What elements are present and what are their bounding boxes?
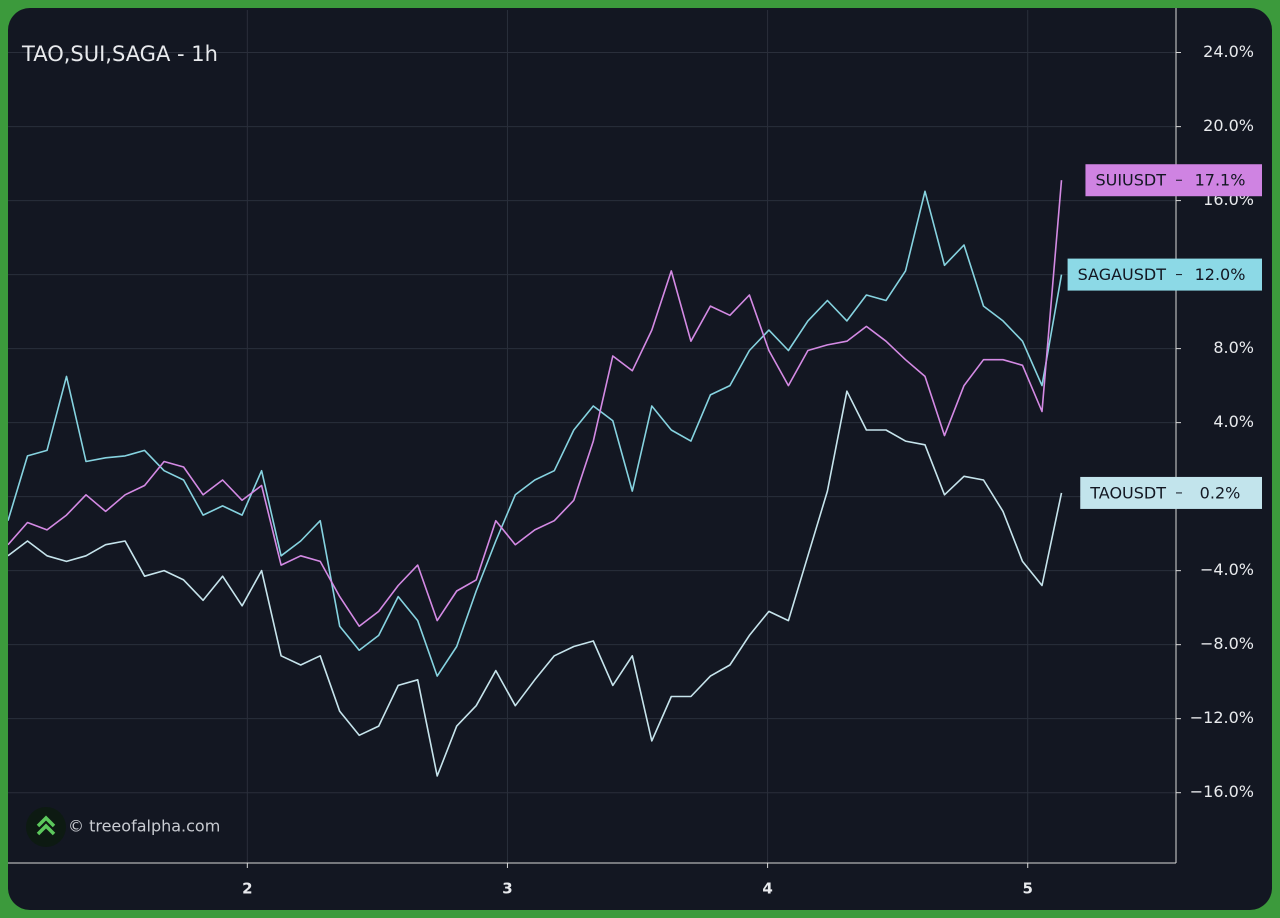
y-tick-label: −4.0% bbox=[1200, 560, 1254, 579]
x-tick-label: 2 bbox=[242, 880, 252, 898]
chart: 24.0%20.0%16.0%12.0%8.0%4.0%0.0%−4.0%−8.… bbox=[8, 8, 1262, 898]
watermark-logo bbox=[26, 807, 66, 847]
tag-background bbox=[1085, 164, 1262, 197]
price-tag: SAGAUSDT 12.0% bbox=[1067, 258, 1262, 291]
watermark: © treeofalpha.com bbox=[68, 817, 220, 836]
series-line bbox=[8, 180, 1063, 627]
grid bbox=[8, 10, 1176, 863]
tag-background bbox=[1080, 476, 1262, 509]
y-tick-label: 20.0% bbox=[1203, 116, 1254, 135]
tag-name: SAGAUSDT bbox=[1078, 265, 1167, 284]
series-line bbox=[8, 390, 1063, 777]
lines bbox=[8, 180, 1063, 777]
chart-panel: 24.0%20.0%16.0%12.0%8.0%4.0%0.0%−4.0%−8.… bbox=[8, 8, 1272, 910]
tags: SAGAUSDT 12.0% SUIUSDT 17.1% TAOUSDT 0.2% bbox=[1067, 164, 1262, 509]
x-tick-label: 4 bbox=[762, 880, 772, 898]
y-tick-label: −16.0% bbox=[1190, 782, 1254, 801]
tag-value: 12.0% bbox=[1195, 265, 1246, 284]
price-tag: SUIUSDT 17.1% bbox=[1085, 164, 1262, 197]
x-tick-label: 5 bbox=[1023, 880, 1033, 898]
y-tick-label: 24.0% bbox=[1203, 42, 1254, 61]
tag-value: 17.1% bbox=[1195, 171, 1246, 190]
tag-name: TAOUSDT bbox=[1089, 483, 1166, 502]
tag-value: 0.2% bbox=[1200, 483, 1241, 502]
price-tag: TAOUSDT 0.2% bbox=[1080, 476, 1262, 509]
chart-title: TAO,SUI,SAGA - 1h bbox=[21, 42, 218, 66]
tag-name: SUIUSDT bbox=[1095, 171, 1166, 190]
y-tick-label: 4.0% bbox=[1213, 412, 1254, 431]
y-tick-label: 8.0% bbox=[1213, 338, 1254, 357]
y-tick-label: −12.0% bbox=[1190, 708, 1254, 727]
series-line bbox=[8, 190, 1063, 677]
tag-background bbox=[1067, 258, 1262, 291]
y-tick-label: −8.0% bbox=[1200, 634, 1254, 653]
x-tick-label: 3 bbox=[502, 880, 512, 898]
axes: 24.0%20.0%16.0%12.0%8.0%4.0%0.0%−4.0%−8.… bbox=[242, 42, 1254, 897]
